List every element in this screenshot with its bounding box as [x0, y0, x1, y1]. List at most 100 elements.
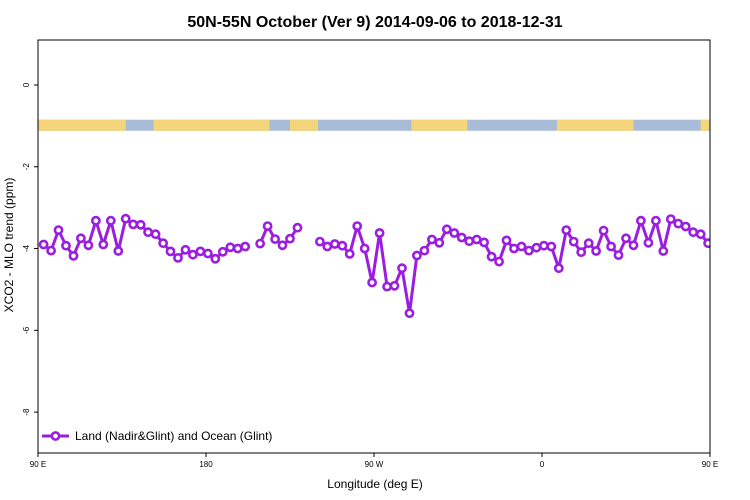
data-point-0-17 [165, 246, 176, 257]
data-point-0-6 [83, 240, 94, 251]
data-point-0-10 [113, 246, 124, 256]
data-point-2-30 [539, 240, 549, 251]
legend-label: Land (Nadir&Glint) and Ocean (Glint) [75, 429, 272, 443]
data-point-2-33 [561, 225, 572, 235]
land-segment-2 [290, 119, 318, 131]
data-point-2-9 [382, 281, 392, 292]
data-point-0-13 [135, 219, 146, 230]
data-point-2-31 [546, 241, 557, 252]
data-point-2-36 [583, 238, 594, 249]
data-point-0-0 [38, 239, 49, 250]
data-point-0-3 [61, 240, 71, 251]
data-point-0-25 [225, 242, 236, 253]
data-point-2-47 [665, 214, 676, 224]
x-tick-label-1: 180 [199, 460, 213, 469]
legend-marker [50, 431, 61, 441]
data-point-2-23 [486, 251, 497, 262]
data-point-2-12 [404, 308, 415, 319]
data-point-2-34 [568, 236, 579, 247]
data-point-0-24 [217, 246, 228, 257]
data-point-2-16 [434, 237, 445, 248]
data-point-2-38 [598, 225, 609, 236]
data-point-0-20 [187, 249, 198, 260]
data-point-2-18 [449, 228, 460, 238]
data-point-0-7 [91, 215, 101, 226]
data-point-0-26 [232, 243, 243, 254]
data-point-1-5 [292, 222, 303, 233]
data-point-2-29 [531, 242, 542, 253]
data-point-2-28 [524, 245, 534, 256]
data-point-0-5 [76, 233, 86, 244]
y-tick-label-4: -8 [22, 408, 31, 416]
data-point-2-42 [628, 240, 639, 251]
data-point-0-22 [202, 248, 213, 259]
data-point-2-25 [501, 235, 512, 246]
data-point-2-40 [613, 250, 624, 260]
data-point-2-27 [516, 241, 527, 252]
data-point-0-16 [158, 238, 168, 249]
data-point-1-0 [255, 238, 265, 249]
data-point-0-23 [210, 253, 221, 264]
data-point-2-5 [352, 221, 363, 231]
data-point-2-0 [314, 236, 325, 247]
data-point-0-27 [240, 241, 251, 252]
data-point-2-6 [359, 243, 370, 254]
ocean-band [38, 119, 710, 131]
data-point-2-37 [591, 246, 601, 256]
data-point-2-13 [411, 250, 422, 261]
data-point-1-4 [285, 233, 295, 244]
data-point-2-8 [374, 228, 385, 238]
x-tick-label-2: 90 W [365, 460, 384, 469]
data-point-0-14 [143, 227, 153, 238]
data-point-0-11 [120, 213, 131, 224]
data-point-2-24 [494, 256, 504, 267]
data-point-2-20 [464, 236, 475, 247]
data-point-0-2 [53, 225, 64, 235]
land-segment-0 [38, 119, 126, 131]
data-point-2-3 [337, 240, 348, 251]
data-point-2-11 [397, 263, 407, 274]
data-point-2-45 [651, 215, 661, 226]
data-point-2-15 [426, 234, 437, 245]
x-axis-ticks: 90 E 180 90 W 0 90 E [30, 453, 718, 469]
data-point-2-14 [419, 245, 430, 256]
data-point-2-39 [606, 241, 616, 252]
data-point-2-52 [703, 238, 710, 249]
data-point-2-10 [389, 280, 400, 291]
x-tick-label-0: 90 E [30, 460, 46, 469]
x-tick-label-3: 0 [540, 460, 545, 469]
data-point-2-4 [344, 248, 355, 259]
data-point-2-19 [456, 232, 467, 243]
data-point-0-9 [105, 215, 116, 226]
data-point-2-2 [329, 239, 340, 249]
data-point-1-1 [262, 221, 273, 231]
y-axis-ticks: 0 -2 -4 -6 -8 [22, 82, 38, 416]
data-point-0-18 [173, 252, 183, 263]
data-point-2-17 [441, 224, 452, 235]
data-point-2-44 [643, 237, 654, 248]
data-point-0-8 [98, 239, 109, 250]
data-point-2-7 [367, 277, 377, 288]
land-ocean-strip [38, 119, 710, 131]
data-point-2-49 [680, 221, 691, 232]
x-axis-label: Longitude (deg E) [327, 477, 422, 491]
data-point-2-46 [658, 246, 669, 256]
data-point-2-51 [695, 229, 706, 240]
data-point-2-26 [509, 243, 519, 254]
data-point-2-50 [688, 227, 699, 238]
data-point-2-53 [712, 248, 719, 255]
data-point-2-35 [576, 247, 587, 258]
land-segment-4 [556, 119, 634, 131]
data-point-1-2 [270, 234, 280, 244]
land-segment-1 [153, 119, 270, 131]
data-point-2-1 [322, 241, 333, 252]
data-point-0-12 [128, 219, 139, 230]
y-tick-label-0: 0 [22, 82, 31, 87]
legend: Land (Nadir&Glint) and Ocean (Glint) [42, 429, 272, 443]
y-tick-label-1: -2 [22, 163, 31, 171]
data-point-2-22 [479, 237, 489, 248]
data-point-2-32 [553, 263, 564, 274]
y-tick-label-2: -4 [22, 244, 31, 252]
series-layer [38, 213, 719, 319]
